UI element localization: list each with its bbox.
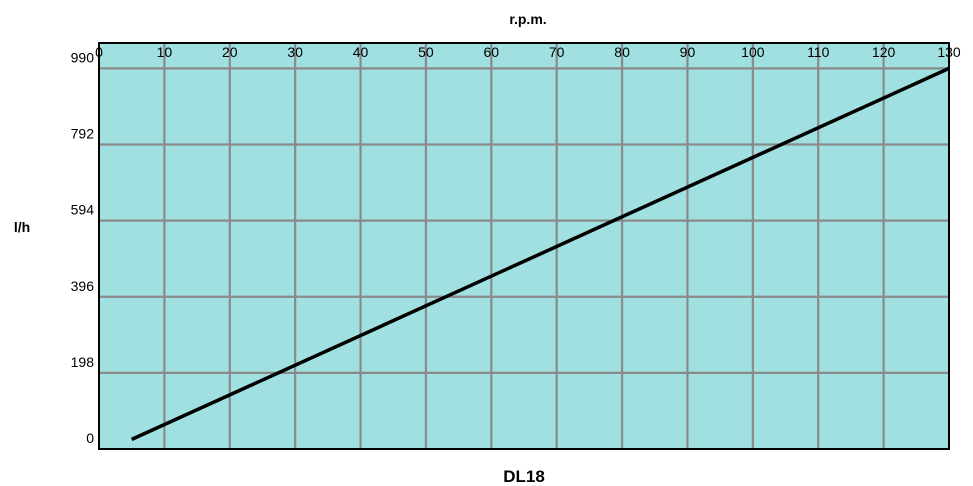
x-tick-label: 40 (353, 44, 369, 60)
x-tick-label: 60 (484, 44, 500, 60)
y-tick-labels: 0 198 396 594 792 990 (71, 49, 95, 446)
x-tick-label: 130 (937, 44, 961, 60)
x-tick-label: 0 (95, 44, 103, 60)
y-tick-label: 198 (71, 354, 95, 370)
x-tick-label: 10 (157, 44, 173, 60)
x-tick-labels: 0 10 20 30 40 50 60 70 80 90 100 110 120 130 (95, 44, 961, 60)
y-axis-title: l/h (14, 219, 30, 235)
horizontal-gridlines (99, 67, 949, 374)
x-tick-label: 50 (418, 44, 434, 60)
y-tick-label: 990 (71, 49, 95, 65)
x-tick-label: 110 (807, 44, 830, 60)
x-tick-label: 20 (222, 44, 238, 60)
chart-title: DL18 (503, 467, 545, 486)
y-tick-label: 594 (71, 202, 95, 218)
series-layer (130, 66, 950, 441)
x-tick-label: 80 (614, 44, 630, 60)
x-tick-label: 30 (287, 44, 303, 60)
y-tick-label: 0 (86, 430, 94, 446)
vertical-gridlines (163, 43, 885, 449)
x-tick-label: 70 (549, 44, 565, 60)
x-tick-label: 120 (872, 44, 896, 60)
plot-frame (98, 42, 950, 450)
plot-area (99, 43, 949, 449)
x-tick-label: 90 (680, 44, 696, 60)
y-tick-label: 396 (71, 278, 95, 294)
y-tick-label: 792 (71, 126, 95, 142)
series-line (130, 66, 950, 441)
x-tick-label: 100 (741, 44, 765, 60)
x-axis-title: r.p.m. (509, 11, 546, 27)
